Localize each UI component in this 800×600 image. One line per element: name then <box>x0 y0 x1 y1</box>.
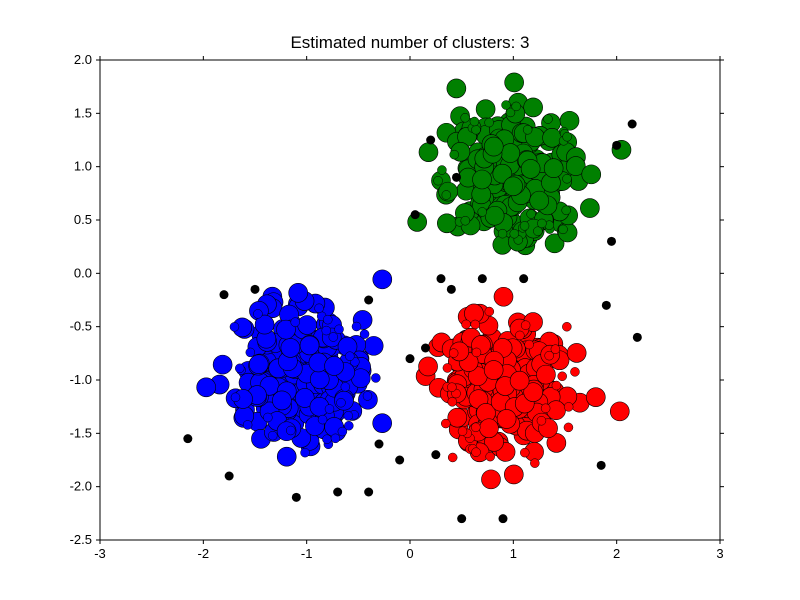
svg-text:0.5: 0.5 <box>74 212 92 227</box>
svg-text:-1.0: -1.0 <box>70 372 92 387</box>
svg-text:0: 0 <box>406 546 413 561</box>
chart-title: Estimated number of clusters: 3 <box>290 33 529 52</box>
svg-text:-2.5: -2.5 <box>70 532 92 547</box>
chart-container: -3 -2 -1 0 1 2 3 -2.5 -2.0 -1.5 -1.0 -0.5 0.0 0.5 1.0 1… <box>0 0 800 600</box>
svg-text:0.0: 0.0 <box>74 265 92 280</box>
svg-text:3: 3 <box>716 546 723 561</box>
svg-text:-0.5: -0.5 <box>70 319 92 334</box>
svg-text:2: 2 <box>613 546 620 561</box>
svg-text:1.0: 1.0 <box>74 159 92 174</box>
svg-text:1.5: 1.5 <box>74 105 92 120</box>
svg-text:-1.5: -1.5 <box>70 425 92 440</box>
svg-text:1: 1 <box>510 546 517 561</box>
svg-text:-3: -3 <box>94 546 106 561</box>
svg-text:-2: -2 <box>198 546 210 561</box>
svg-text:-2.0: -2.0 <box>70 479 92 494</box>
svg-text:-1: -1 <box>301 546 313 561</box>
svg-text:2.0: 2.0 <box>74 52 92 67</box>
scatter-plot: -3 -2 -1 0 1 2 3 -2.5 -2.0 -1.5 -1.0 -0.5 0.0 0.5 1.0 1… <box>0 0 800 600</box>
